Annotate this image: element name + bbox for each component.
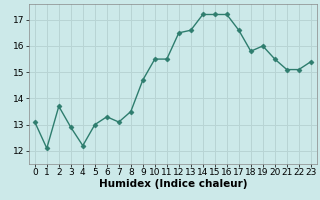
X-axis label: Humidex (Indice chaleur): Humidex (Indice chaleur) xyxy=(99,179,247,189)
